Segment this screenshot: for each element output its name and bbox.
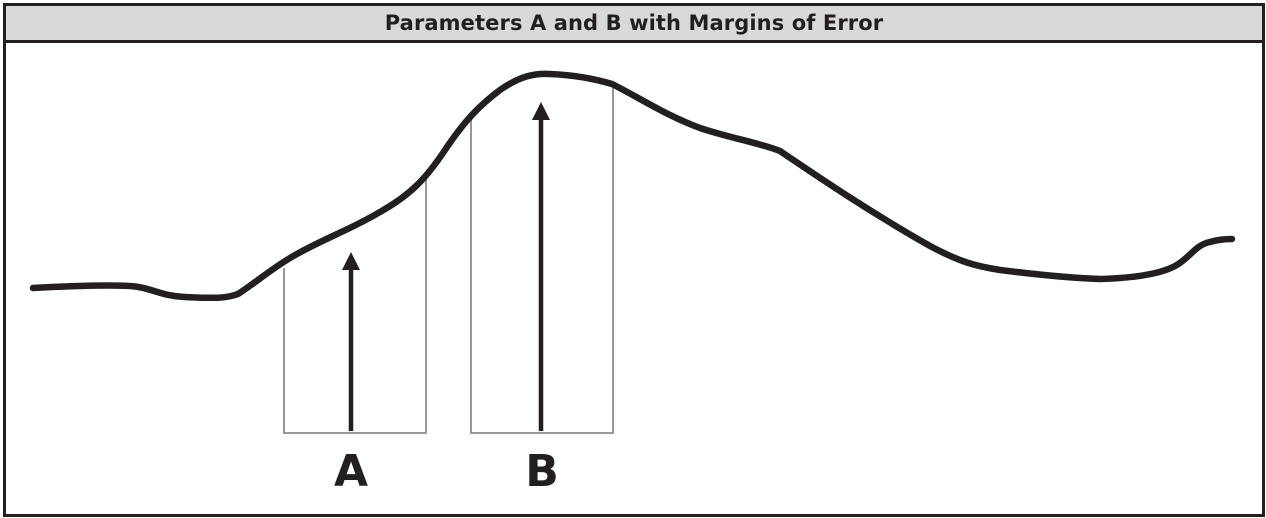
diagram-title: Parameters A and B with Margins of Error (384, 11, 884, 35)
parameter-label-a: A (334, 446, 368, 497)
margin-of-error-box-a (283, 175, 427, 434)
diagram-frame: Parameters A and B with Margins of Error (3, 3, 1265, 517)
arrow-b (532, 102, 550, 431)
margin-of-error-box-b (470, 85, 614, 434)
distribution-curve (29, 70, 1236, 302)
arrow-a (342, 252, 360, 431)
parameter-label-b: B (525, 446, 559, 497)
title-bar: Parameters A and B with Margins of Error (6, 6, 1262, 43)
